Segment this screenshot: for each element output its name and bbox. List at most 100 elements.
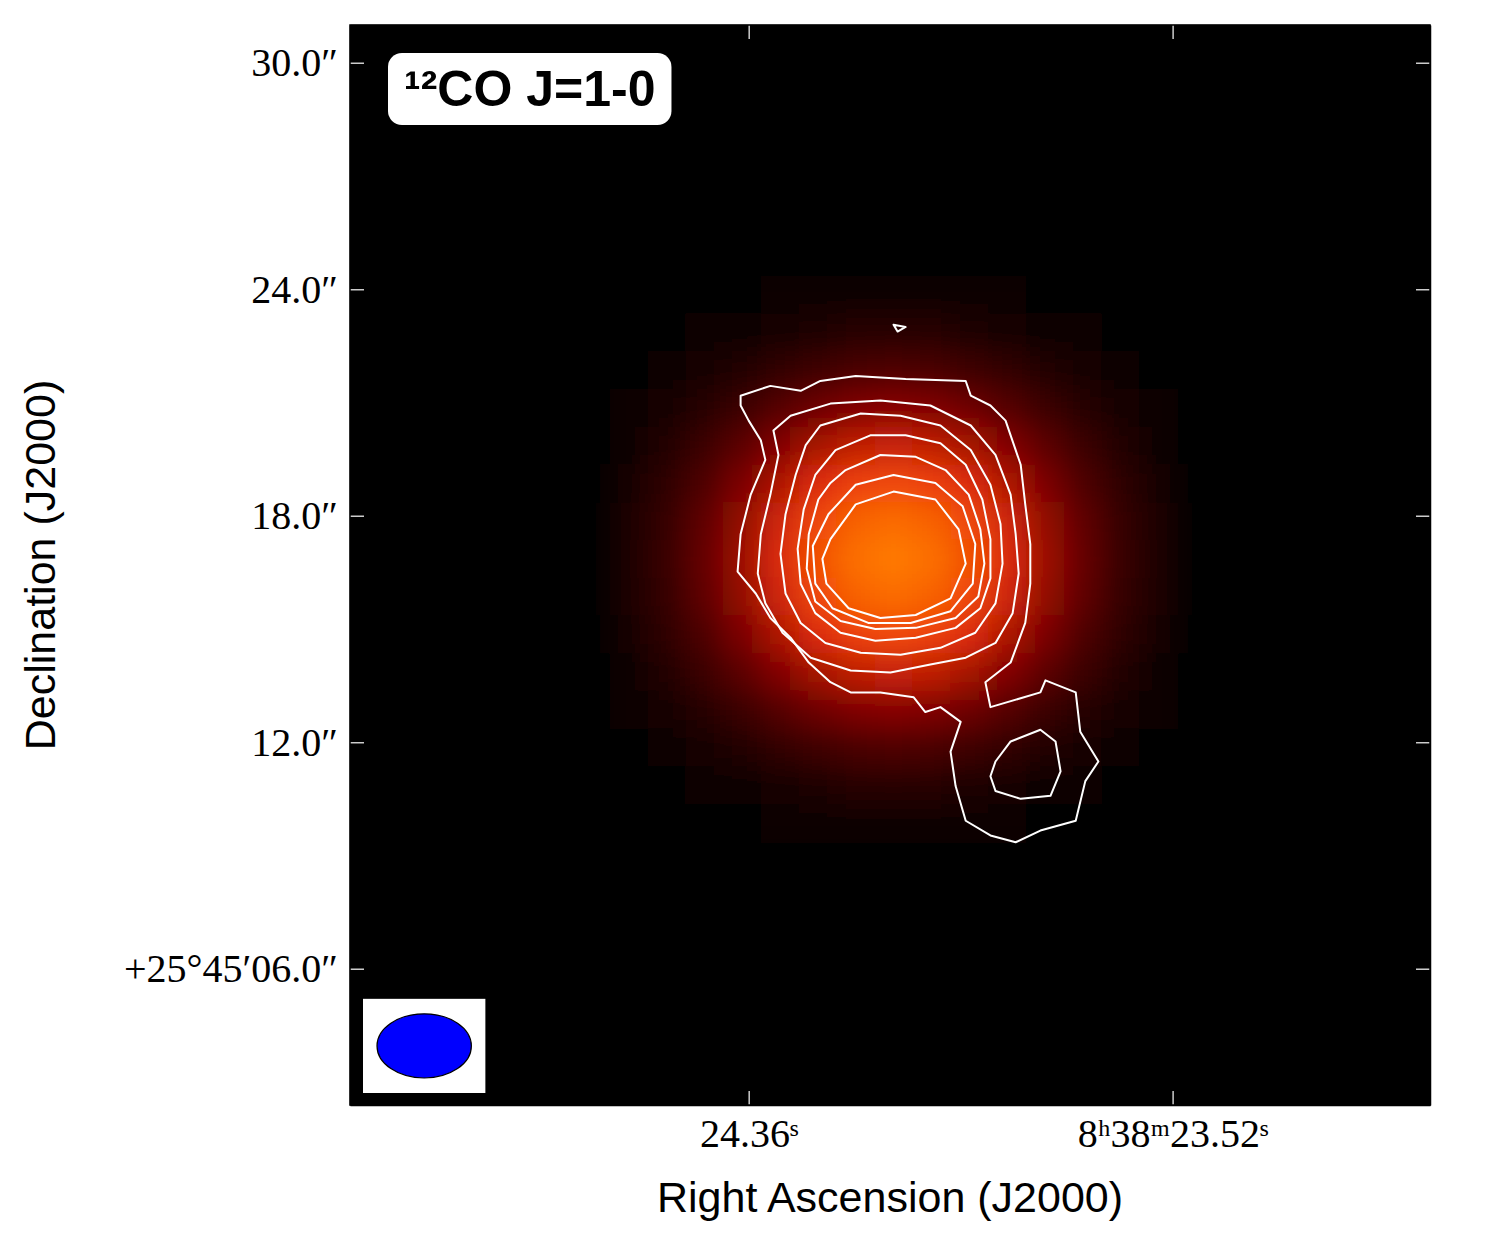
- image-cell: [1026, 766, 1065, 805]
- image-cell: [610, 804, 649, 843]
- y-left-tick: 30.0″: [251, 40, 364, 85]
- y-left-tick-label: 12.0″: [251, 720, 338, 765]
- image-cell: [1140, 653, 1179, 692]
- image-cell: [761, 276, 800, 315]
- image-cell: [837, 729, 876, 768]
- image-cell: [648, 313, 687, 352]
- beam-box: [363, 999, 485, 1093]
- image-cell: [610, 578, 649, 617]
- image-cell: [988, 313, 1027, 352]
- image-cell: [875, 276, 914, 315]
- image-cell: [1102, 578, 1141, 617]
- image-cell: [1102, 691, 1141, 730]
- image-cell: [1102, 804, 1141, 843]
- image-cell: [610, 615, 649, 654]
- image-cell: [950, 427, 989, 466]
- image-cell: [723, 653, 762, 692]
- image-cell: [912, 351, 951, 390]
- x-bottom-tick: 8ʰ38ᵐ23.52ˢ: [1078, 1091, 1269, 1156]
- image-cell: [1026, 427, 1065, 466]
- image-cell: [837, 276, 876, 315]
- image-cell: [761, 427, 800, 466]
- image-cell: [799, 276, 838, 315]
- y-left-tick-mark: [350, 968, 364, 970]
- image-cell: [799, 804, 838, 843]
- image-cell: [1140, 804, 1179, 843]
- image-cell: [1102, 540, 1141, 579]
- image-cell: [610, 502, 649, 541]
- image-cell: [988, 578, 1027, 617]
- image-cell: [912, 578, 951, 617]
- image-cell: [685, 653, 724, 692]
- image-cell: [685, 766, 724, 805]
- image-cell: [988, 540, 1027, 579]
- image-cell: [685, 427, 724, 466]
- y-left-tick-label: 24.0″: [251, 267, 338, 312]
- image-cell: [610, 540, 649, 579]
- y-right-tick-mark: [1416, 515, 1430, 517]
- title: ¹²CO J=1-0: [404, 61, 655, 117]
- image-cell: [1026, 464, 1065, 503]
- image-cell: [723, 502, 762, 541]
- image-cell: [648, 276, 687, 315]
- image-cell: [875, 578, 914, 617]
- image-cell: [1102, 389, 1141, 428]
- image-cell: [1064, 351, 1103, 390]
- image-cell: [1064, 691, 1103, 730]
- y-left-tick-label: 18.0″: [251, 493, 338, 538]
- image-cell: [648, 464, 687, 503]
- image-cell: [610, 729, 649, 768]
- contour: [780, 413, 1002, 654]
- contour: [758, 401, 1019, 673]
- image-cell: [648, 502, 687, 541]
- y-left-tick-label: +25°45′06.0″: [124, 946, 338, 991]
- image-cell: [875, 615, 914, 654]
- y-left-tick-mark: [350, 289, 364, 291]
- image-cell: [610, 389, 649, 428]
- image-cell: [761, 351, 800, 390]
- image-cell: [1064, 276, 1103, 315]
- y-right-tick-mark: [1416, 62, 1430, 64]
- x-axis-title: Right Ascension (J2000): [657, 1173, 1123, 1221]
- y-left-tick: 12.0″: [251, 720, 364, 765]
- image-cell: [1102, 464, 1141, 503]
- image-cell: [1102, 427, 1141, 466]
- image-cell: [1026, 276, 1065, 315]
- contour: [807, 455, 985, 629]
- image-cell: [1102, 502, 1141, 541]
- image-cell: [988, 427, 1027, 466]
- image-cell: [610, 351, 649, 390]
- image-cell: [648, 540, 687, 579]
- image-cell: [950, 276, 989, 315]
- y-right-tick-mark: [1416, 289, 1430, 291]
- image-cell: [988, 691, 1027, 730]
- image-cell: [837, 313, 876, 352]
- image-cell: [610, 691, 649, 730]
- image-cell: [799, 615, 838, 654]
- image-cell: [685, 615, 724, 654]
- image-cell: [1064, 540, 1103, 579]
- x-top-axis: [351, 25, 1431, 39]
- image-cell: [988, 502, 1027, 541]
- image-cell: [1026, 691, 1065, 730]
- image-cell: [837, 804, 876, 843]
- image-cell: [1064, 615, 1103, 654]
- image-cell: [1140, 313, 1179, 352]
- image-cell: [875, 427, 914, 466]
- image-cell: [912, 276, 951, 315]
- image-cell: [1064, 502, 1103, 541]
- y-left-tick: +25°45′06.0″: [124, 946, 364, 991]
- image-cell: [912, 427, 951, 466]
- image-cell: [950, 351, 989, 390]
- image-cell: [685, 313, 724, 352]
- image-cell: [610, 464, 649, 503]
- image-cell: [1140, 729, 1179, 768]
- image-cell: [1140, 615, 1179, 654]
- y-right-tick-mark: [1416, 742, 1430, 744]
- image-cell: [685, 804, 724, 843]
- intensity-image: [610, 276, 1179, 843]
- image-cell: [988, 653, 1027, 692]
- image-cell: [1064, 389, 1103, 428]
- image-cell: [685, 276, 724, 315]
- image-cell: [1026, 804, 1065, 843]
